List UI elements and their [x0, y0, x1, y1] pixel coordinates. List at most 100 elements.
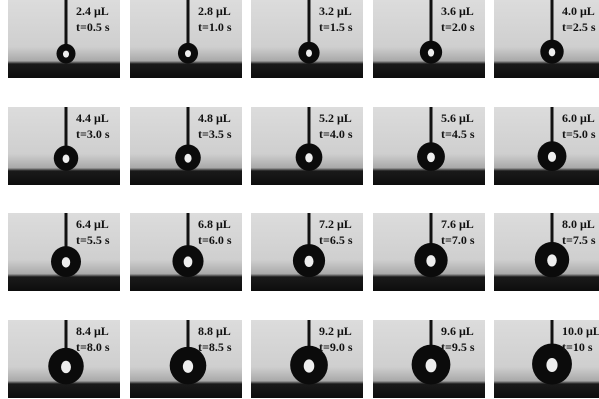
droplet-highlight — [184, 154, 191, 163]
needle — [187, 320, 190, 349]
droplet-highlight — [428, 49, 434, 57]
volume-label: 7.2 μL — [319, 217, 352, 231]
droplet-highlight — [184, 256, 193, 267]
time-label: t=3.0 s — [76, 127, 110, 141]
needle — [430, 213, 433, 245]
needle — [187, 213, 190, 248]
photo-panel: 6.0 μL t=5.0 s — [494, 107, 599, 185]
droplet-highlight — [426, 359, 437, 373]
volume-label: 6.4 μL — [76, 217, 109, 231]
time-label: t=10 s — [562, 340, 593, 354]
photo-panel: 7.2 μL t=6.5 s — [251, 213, 363, 291]
photo-panel: 9.6 μL t=9.5 s — [373, 320, 485, 398]
needle — [65, 107, 68, 148]
needle — [65, 320, 68, 350]
time-label: t=4.5 s — [441, 127, 475, 141]
photo-panel: 8.8 μL t=8.5 s — [130, 320, 242, 398]
photo-panel: 9.2 μL t=9.0 s — [251, 320, 363, 398]
droplet-highlight — [61, 361, 71, 373]
volume-label: 9.2 μL — [319, 324, 352, 338]
droplet-highlight — [305, 153, 312, 162]
volume-label: 6.8 μL — [198, 217, 231, 231]
droplet-highlight — [304, 359, 315, 372]
needle — [430, 320, 433, 347]
needle — [551, 0, 554, 42]
photo-panel: 4.0 μL t=2.5 s — [494, 0, 599, 78]
photo-panel: 4.4 μL t=3.0 s — [8, 107, 120, 185]
time-label: t=7.0 s — [441, 233, 475, 247]
volume-label: 2.4 μL — [76, 4, 109, 18]
needle — [308, 320, 311, 348]
photo-panel: 6.4 μL t=5.5 s — [8, 213, 120, 291]
needle — [551, 107, 554, 144]
volume-label: 4.8 μL — [198, 111, 231, 125]
photo-panel: 10.0 μL t=10 s — [494, 320, 599, 398]
droplet-highlight — [547, 254, 557, 266]
needle — [187, 107, 190, 147]
photo-panel: 5.6 μL t=4.5 s — [373, 107, 485, 185]
time-label: t=1.5 s — [319, 20, 353, 34]
droplet-highlight — [548, 152, 556, 162]
time-label: t=8.0 s — [76, 340, 110, 354]
droplet-highlight — [63, 51, 69, 58]
volume-label: 5.2 μL — [319, 111, 352, 125]
volume-label: 4.4 μL — [76, 111, 109, 125]
time-label: t=3.5 s — [198, 127, 232, 141]
volume-label: 8.0 μL — [562, 217, 595, 231]
volume-label: 7.6 μL — [441, 217, 474, 231]
droplet-highlight — [62, 257, 70, 268]
photo-panel: 8.0 μL t=7.5 s — [494, 213, 599, 291]
time-label: t=6.5 s — [319, 233, 353, 247]
volume-label: 2.8 μL — [198, 4, 231, 18]
volume-label: 3.6 μL — [441, 4, 474, 18]
needle — [308, 213, 311, 246]
droplet-highlight — [546, 358, 557, 372]
time-label: t=2.0 s — [441, 20, 475, 34]
time-label: t=7.5 s — [562, 233, 596, 247]
volume-label: 4.0 μL — [562, 4, 595, 18]
volume-label: 8.8 μL — [198, 324, 231, 338]
volume-label: 6.0 μL — [562, 111, 595, 125]
time-label: t=6.0 s — [198, 233, 232, 247]
photo-panel: 3.2 μL t=1.5 s — [251, 0, 363, 78]
needle — [187, 0, 190, 45]
needle — [65, 0, 68, 46]
needle — [65, 213, 68, 249]
photo-panel: 2.8 μL t=1.0 s — [130, 0, 242, 78]
droplet-highlight — [304, 256, 313, 267]
time-label: t=1.0 s — [198, 20, 232, 34]
needle — [551, 320, 554, 346]
time-label: t=5.0 s — [562, 127, 596, 141]
droplet-highlight — [183, 360, 193, 373]
photo-panel: 2.4 μLt=0.5 s — [8, 0, 120, 78]
volume-label: 3.2 μL — [319, 4, 352, 18]
droplet-highlight — [63, 154, 70, 163]
droplet-highlight — [427, 152, 435, 162]
time-label: t=2.5 s — [562, 20, 596, 34]
time-label: t=8.5 s — [198, 340, 232, 354]
time-label: t=4.0 s — [319, 127, 353, 141]
time-label: t=9.5 s — [441, 340, 475, 354]
photo-panel: 7.6 μL t=7.0 s — [373, 213, 485, 291]
droplet-figure: 2.4 μLt=0.5 s2.8 μLt=1.0 s3.2 μLt=1.5 s3… — [0, 0, 599, 399]
needle — [308, 107, 311, 146]
needle — [551, 213, 554, 244]
volume-label: 9.6 μL — [441, 324, 474, 338]
time-label: t=5.5 s — [76, 233, 110, 247]
photo-panel: 5.2 μL t=4.0 s — [251, 107, 363, 185]
photo-panel: 8.4 μL t=8.0 s — [8, 320, 120, 398]
photo-panel: 6.8 μL t=6.0 s — [130, 213, 242, 291]
needle — [308, 0, 311, 44]
needle — [430, 107, 433, 145]
photo-panel: 4.8 μL t=3.5 s — [130, 107, 242, 185]
droplet-highlight — [185, 50, 191, 57]
droplet-highlight — [549, 48, 556, 56]
needle — [430, 0, 433, 43]
photo-panel: 3.6 μL t=2.0 s — [373, 0, 485, 78]
volume-label: 5.6 μL — [441, 111, 474, 125]
volume-label: 8.4 μL — [76, 324, 109, 338]
droplet-highlight — [426, 255, 435, 267]
droplet-highlight — [306, 49, 312, 56]
time-label: t=9.0 s — [319, 340, 353, 354]
volume-label: 10.0 μL — [562, 324, 599, 338]
